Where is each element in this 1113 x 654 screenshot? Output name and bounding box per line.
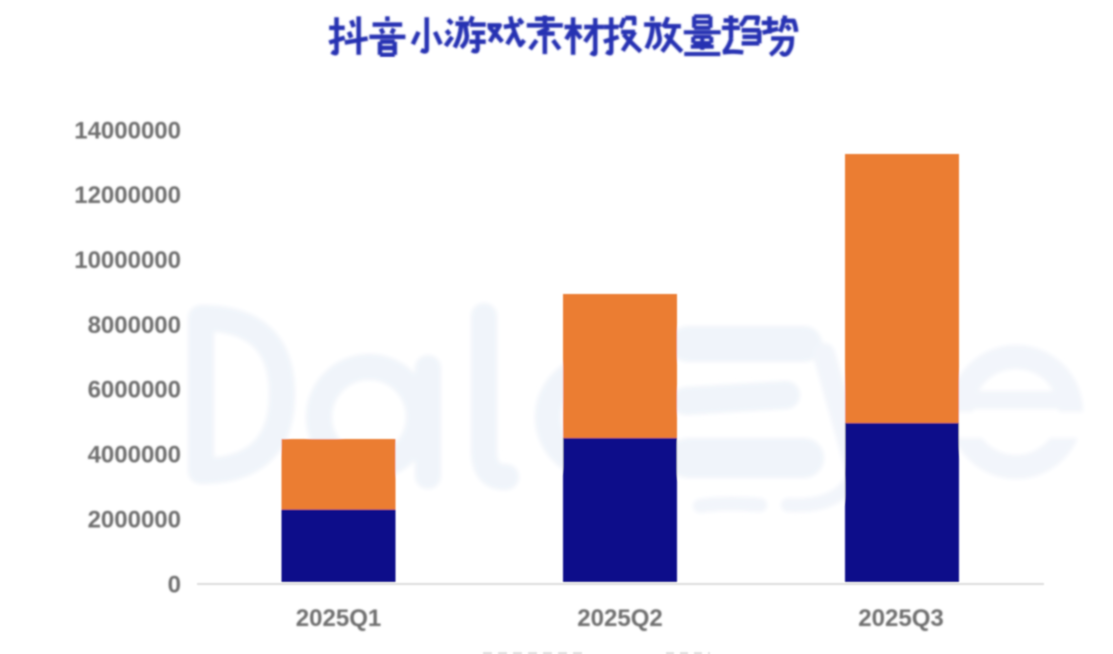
svg-text:2025Q3: 2025Q3	[858, 605, 943, 632]
svg-text:12000000: 12000000	[74, 182, 181, 209]
svg-text:10000000: 10000000	[74, 247, 181, 274]
svg-text:14000000: 14000000	[74, 117, 181, 144]
svg-text:6000000: 6000000	[88, 377, 181, 404]
svg-text:0: 0	[168, 571, 181, 598]
svg-text:4000000: 4000000	[88, 442, 181, 469]
svg-text:2000000: 2000000	[88, 506, 181, 533]
svg-text:8000000: 8000000	[88, 312, 181, 339]
svg-text:2025Q1: 2025Q1	[296, 605, 381, 632]
svg-text:2025Q2: 2025Q2	[577, 605, 662, 632]
